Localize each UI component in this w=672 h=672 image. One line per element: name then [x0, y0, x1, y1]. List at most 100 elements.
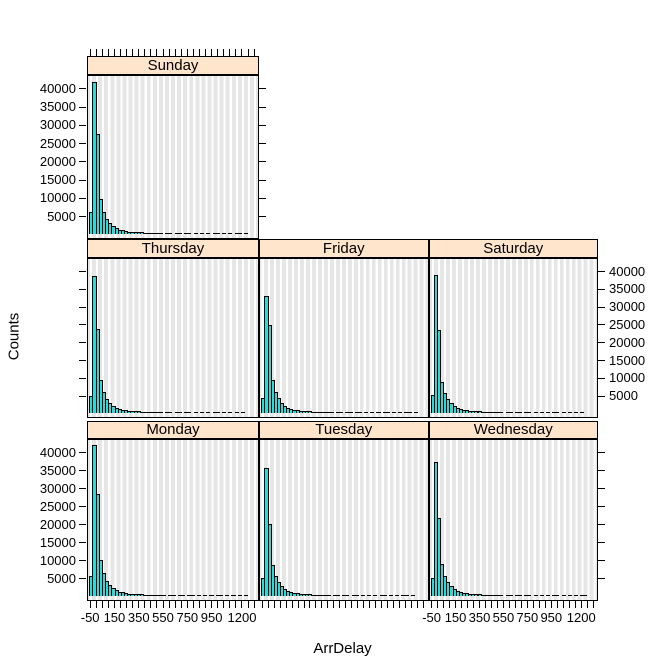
- x-tick: [107, 49, 109, 56]
- x-tick: [253, 49, 255, 56]
- histogram-bar-monday: [95, 493, 100, 597]
- histogram-bar-tuesday: [354, 594, 359, 597]
- x-tick-label: 1200: [566, 610, 596, 625]
- y-tick-right: [259, 216, 266, 218]
- strip-friday: Friday: [259, 239, 429, 258]
- y-tick-left: [79, 88, 86, 90]
- x-tick: [144, 49, 146, 56]
- histogram-bar-friday: [267, 324, 272, 414]
- y-tick-label: 5000: [47, 208, 76, 224]
- histogram-bar-thursday: [187, 412, 192, 414]
- histogram-bar-friday: [398, 412, 403, 414]
- y-tick-label: 40000: [609, 263, 646, 279]
- x-tick: [150, 601, 152, 608]
- x-tick: [351, 601, 353, 608]
- histogram-bar-tuesday: [326, 594, 331, 597]
- histogram-bar-thursday: [221, 412, 227, 414]
- x-tick: [229, 49, 231, 56]
- x-tick: [211, 49, 213, 56]
- x-tick-label: 150: [103, 610, 126, 625]
- y-tick-right: [598, 395, 605, 397]
- x-tick: [168, 601, 170, 608]
- x-tick: [393, 601, 395, 608]
- x-tick: [235, 49, 237, 56]
- x-tick: [526, 601, 528, 608]
- histogram-bar-saturday: [508, 412, 513, 414]
- x-tick: [101, 49, 103, 56]
- y-tick-left: [79, 452, 86, 454]
- x-tick: [478, 601, 480, 608]
- x-tick: [592, 601, 594, 608]
- histogram-bar-tuesday: [373, 595, 378, 597]
- x-tick: [556, 601, 558, 608]
- histogram-bar-monday: [231, 595, 236, 597]
- histogram-bar-thursday: [95, 328, 100, 414]
- x-tick: [156, 601, 158, 608]
- x-tick-label: -50: [422, 610, 441, 625]
- histogram-bar-monday: [218, 595, 223, 597]
- y-tick-right: [259, 197, 266, 199]
- strip-tuesday: Tuesday: [259, 420, 429, 439]
- x-tick: [297, 601, 299, 608]
- x-tick: [107, 601, 109, 608]
- histogram-bar-monday: [161, 594, 167, 597]
- x-tick: [174, 601, 176, 608]
- x-tick: [279, 601, 281, 608]
- x-tick-label: 550: [492, 610, 515, 625]
- y-tick-right: [598, 524, 605, 526]
- y-tick-label: 25000: [39, 135, 76, 151]
- histogram-bar-friday: [329, 411, 334, 414]
- y-tick-right: [259, 106, 266, 108]
- histogram-bar-tuesday: [267, 524, 272, 597]
- panel-thursday: [87, 258, 259, 418]
- x-tick: [443, 601, 445, 608]
- histogram-bar-sunday: [95, 134, 100, 234]
- x-tick: [405, 601, 407, 608]
- histogram-bar-friday: [370, 412, 375, 414]
- y-tick-label: 30000: [609, 299, 646, 315]
- x-tick: [211, 601, 213, 608]
- x-tick: [180, 49, 182, 56]
- histogram-bar-sunday: [199, 232, 205, 234]
- histogram-bar-sunday: [206, 232, 211, 234]
- y-tick-left: [79, 306, 86, 308]
- histogram-bar-sunday: [221, 232, 227, 234]
- strip-title-thursday: Thursday: [141, 240, 205, 257]
- x-tick: [339, 601, 341, 608]
- histogram-bar-sunday: [177, 232, 182, 234]
- y-tick-label: 20000: [39, 153, 76, 169]
- x-tick: [89, 601, 91, 608]
- x-tick: [538, 601, 540, 608]
- y-tick-right: [259, 161, 266, 163]
- histogram-bar-saturday: [555, 412, 560, 414]
- y-tick-right: [598, 578, 605, 580]
- x-tick-label: 950: [200, 610, 223, 625]
- histogram-bar-saturday: [567, 412, 572, 414]
- histogram-bar-tuesday: [367, 595, 372, 597]
- histogram-bar-tuesday: [345, 594, 350, 597]
- x-tick: [357, 601, 359, 608]
- x-tick: [285, 601, 287, 608]
- x-tick: [247, 601, 249, 608]
- x-tick: [574, 601, 576, 608]
- y-tick-right: [598, 271, 605, 273]
- x-tick: [162, 601, 164, 608]
- histogram-bar-saturday: [437, 330, 442, 414]
- y-tick-label: 15000: [39, 172, 76, 188]
- histogram-bar-thursday: [206, 412, 211, 414]
- panel-tuesday: [259, 439, 429, 601]
- y-tick-left: [79, 578, 86, 580]
- y-tick-left: [79, 124, 86, 126]
- x-tick: [562, 601, 564, 608]
- x-tick: [95, 601, 97, 608]
- y-tick-right: [598, 306, 605, 308]
- histogram-bar-tuesday: [410, 595, 415, 597]
- x-tick-label: 750: [176, 610, 199, 625]
- histogram-bar-monday: [180, 594, 186, 597]
- x-tick: [223, 49, 225, 56]
- x-tick: [520, 601, 522, 608]
- x-tick: [180, 601, 182, 608]
- x-tick: [217, 49, 219, 56]
- histogram-bar-tuesday: [388, 595, 394, 597]
- x-tick: [321, 601, 323, 608]
